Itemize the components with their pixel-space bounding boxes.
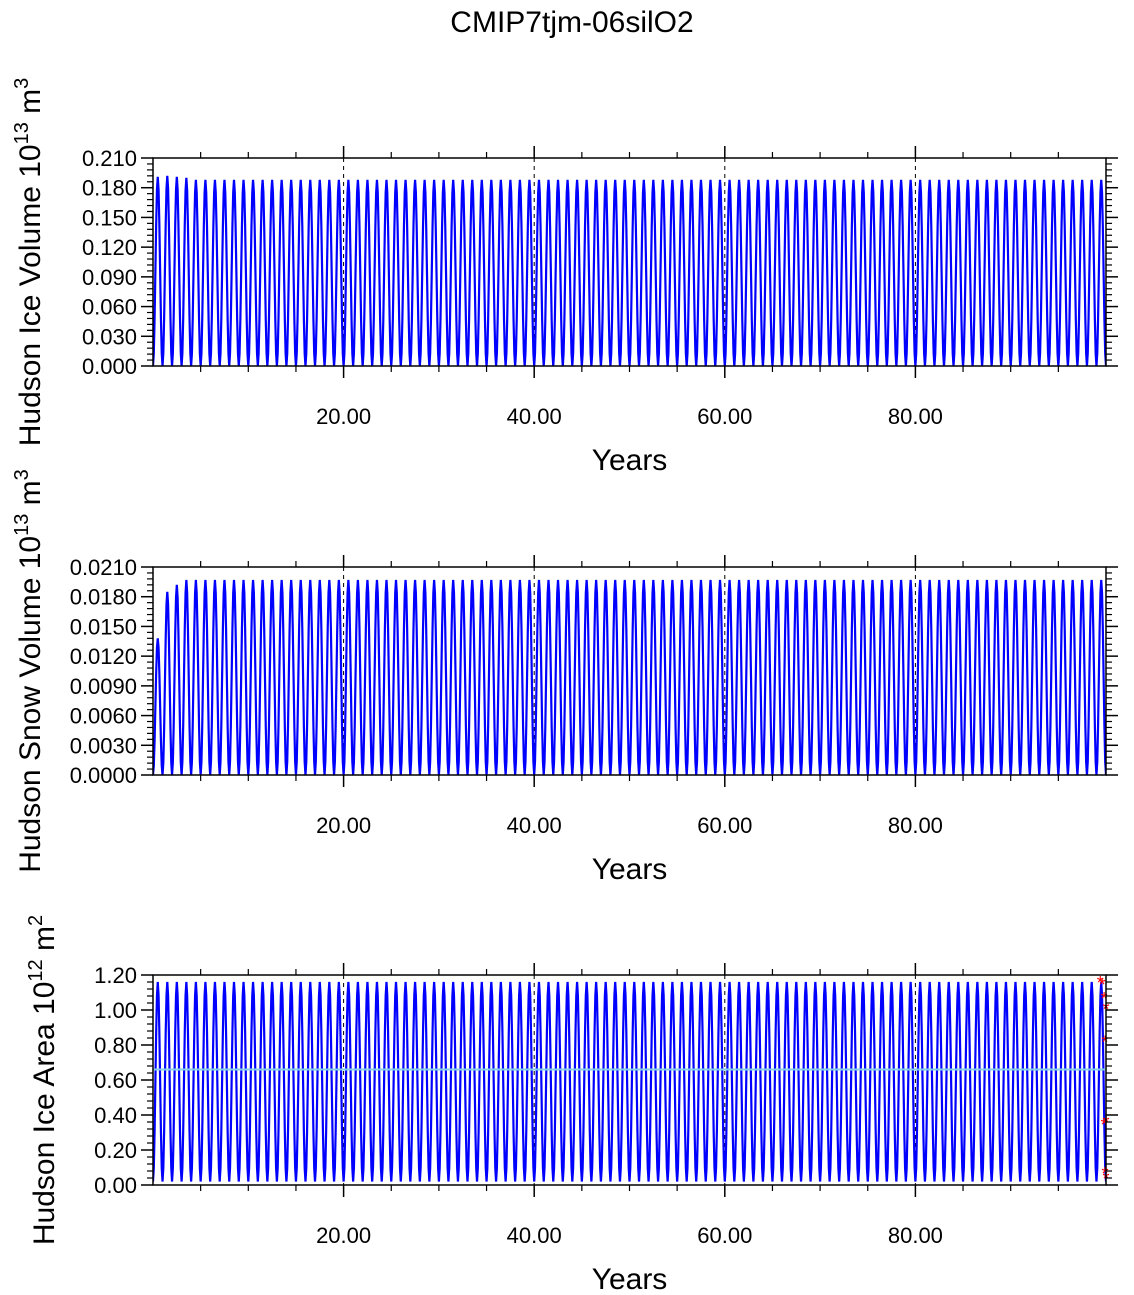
y-tick-label: 0.40 — [94, 1103, 137, 1128]
x-tick-label: 60.00 — [697, 1223, 752, 1248]
y-tick-label: 0.0180 — [70, 585, 137, 610]
observation-marker: * — [1102, 1164, 1109, 1184]
y-tick-label: 0.20 — [94, 1138, 137, 1163]
series-line — [153, 579, 1106, 775]
x-tick-label: 80.00 — [888, 1223, 943, 1248]
observation-marker: * — [1101, 989, 1108, 1009]
x-tick-label: 40.00 — [507, 813, 562, 838]
series-line — [153, 981, 1106, 1182]
y-tick-label: 0.0150 — [70, 614, 137, 639]
x-tick-label: 60.00 — [697, 813, 752, 838]
y-tick-label: 0.210 — [82, 146, 137, 171]
y-tick-label: 0.0210 — [70, 555, 137, 580]
panel-ice-area: *********20.0040.0060.0080.000.000.200.4… — [25, 915, 1118, 1295]
x-tick-label: 40.00 — [507, 404, 562, 429]
y-tick-label: 0.000 — [82, 354, 137, 379]
y-tick-label: 0.060 — [82, 295, 137, 320]
y-tick-label: 0.0000 — [70, 763, 137, 788]
x-tick-label: 20.00 — [316, 404, 371, 429]
y-tick-label: 1.00 — [94, 998, 137, 1023]
series-line — [153, 175, 1106, 366]
x-tick-label: 40.00 — [507, 1223, 562, 1248]
plot-frame — [152, 157, 1107, 367]
y-tick-label: 0.120 — [82, 235, 137, 260]
plot-area — [153, 981, 1106, 1182]
chart-title: CMIP7tjm-06silO2 — [450, 6, 693, 39]
x-tick-label: 80.00 — [888, 404, 943, 429]
y-tick-label: 0.150 — [82, 205, 137, 230]
x-axis-label: Years — [592, 444, 668, 477]
x-axis-label: Years — [592, 1263, 668, 1295]
y-tick-label: 0.60 — [94, 1068, 137, 1093]
y-axis-label: Hudson Ice Area 1012 m2 — [25, 915, 61, 1245]
plot-frame — [152, 566, 1107, 776]
plot-area — [153, 579, 1106, 775]
y-tick-label: 0.0030 — [70, 733, 137, 758]
x-axis-label: Years — [592, 853, 668, 886]
x-tick-label: 20.00 — [316, 1223, 371, 1248]
y-tick-label: 0.0120 — [70, 644, 137, 669]
y-tick-label: 0.0090 — [70, 674, 137, 699]
y-tick-label: 0.00 — [94, 1173, 137, 1198]
x-tick-label: 20.00 — [316, 813, 371, 838]
observation-marker: * — [1102, 1033, 1109, 1053]
panel-snow-volume: 20.00 40.00 60.00 80.00 0.0000 0.0030 0.0060 0.… — [11, 469, 1118, 886]
observation-marker: * — [1101, 1115, 1108, 1135]
x-tick-label: 80.00 — [888, 813, 943, 838]
y-tick-label: 0.180 — [82, 176, 137, 201]
y-tick-label: 1.20 — [94, 963, 137, 988]
y-tick-label: 0.80 — [94, 1033, 137, 1058]
y-tick-label: 0.0060 — [70, 704, 137, 729]
y-axis-label: Hudson Snow Volume 1013 m3 — [11, 469, 47, 873]
y-axis-label: Hudson Ice Volume 1013 m3 — [11, 78, 47, 447]
y-tick-label: 0.090 — [82, 265, 137, 290]
observation-marker: * — [1097, 973, 1104, 993]
x-tick-label: 60.00 — [697, 404, 752, 429]
plot-area — [153, 175, 1106, 366]
y-tick-label: 0.030 — [82, 324, 137, 349]
panel-ice-volume: 20.00 40.00 60.00 80.00 0.000 0.030 0.060 0.090… — [11, 78, 1118, 477]
plot-frame — [152, 974, 1107, 1186]
observation-marker: * — [1099, 975, 1106, 995]
